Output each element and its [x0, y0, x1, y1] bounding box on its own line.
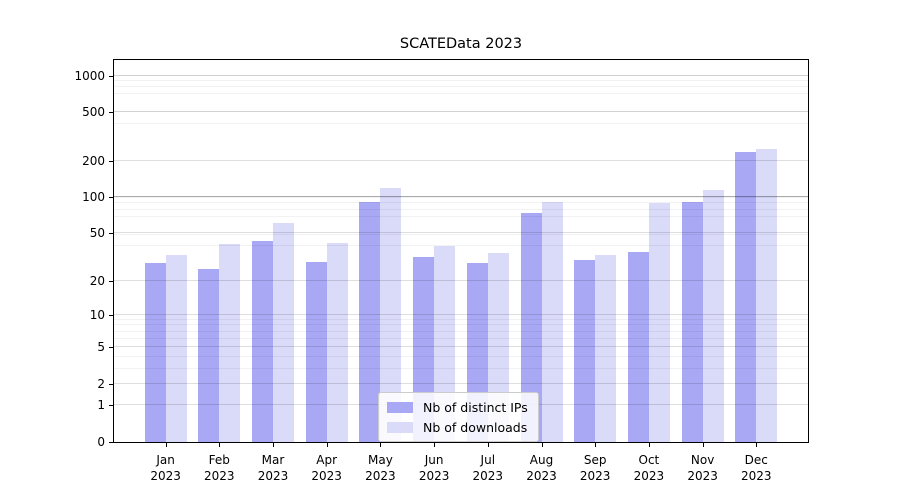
x-tick-label: Feb 2023	[204, 453, 235, 483]
bar-distinct-ips-may	[359, 201, 381, 442]
x-tickmark	[595, 443, 597, 447]
y-tickmark	[109, 383, 113, 385]
bar-downloads-sep	[595, 254, 617, 442]
y-tickmark	[109, 197, 113, 199]
x-tickmark	[165, 443, 167, 447]
y-tickmark	[109, 112, 113, 114]
legend-swatch-downloads	[387, 421, 413, 433]
bar-distinct-ips-jan	[144, 263, 166, 442]
y-tick-label: 20	[89, 273, 105, 288]
x-tickmark	[326, 443, 328, 447]
x-tick-label: Dec 2023	[741, 453, 772, 483]
legend-label-distinct-ips: Nb of distinct IPs	[423, 399, 528, 415]
legend-item-downloads: Nb of downloads	[387, 417, 528, 437]
bar-distinct-ips-nov	[681, 202, 703, 442]
y-tickmark	[109, 75, 113, 77]
legend-swatch-distinct-ips	[387, 401, 413, 413]
y-tick-label: 1000	[74, 68, 105, 83]
x-tickmark	[273, 443, 274, 447]
x-tick-label: Mar 2023	[257, 453, 289, 483]
y-tick-label: 2	[97, 376, 105, 391]
legend-item-distinct-ips: Nb of distinct IPs	[387, 397, 528, 417]
x-tickmark	[487, 443, 489, 447]
bar-downloads-dec	[756, 148, 778, 442]
bar-downloads-mar	[273, 223, 294, 442]
x-tickmark	[648, 443, 650, 447]
bar-distinct-ips-oct	[627, 251, 649, 442]
bar-downloads-jan	[165, 254, 187, 442]
bar-downloads-apr	[326, 242, 348, 442]
y-tick-label: 10	[89, 307, 105, 322]
plot-area: Nb of distinct IPs Nb of downloads	[113, 59, 809, 443]
x-tickmark	[434, 443, 436, 447]
bar-distinct-ips-sep	[574, 259, 596, 442]
y-tick-label: 5	[97, 339, 105, 354]
y-tickmark	[109, 346, 113, 348]
bar-downloads-oct	[648, 202, 670, 442]
chart-title: SCATEData 2023	[399, 36, 523, 52]
x-tick-label: Sep 2023	[579, 453, 611, 483]
y-tickmark	[109, 442, 113, 443]
bar-distinct-ips-feb	[198, 269, 220, 442]
y-tick-label: 1	[97, 398, 105, 413]
y-tick-label: 0	[97, 435, 105, 449]
x-tick-label: Jan 2023	[150, 453, 181, 483]
x-tick-label: Nov 2023	[687, 453, 718, 483]
x-tick-label: Apr 2023	[311, 453, 342, 483]
y-tick-label: 100	[82, 190, 105, 205]
bar-downloads-aug	[541, 202, 563, 442]
y-tickmark	[109, 233, 113, 235]
y-tickmark	[109, 160, 113, 162]
y-tick-label: 500	[82, 105, 105, 120]
bar-distinct-ips-apr	[305, 261, 327, 442]
legend-label-downloads: Nb of downloads	[423, 419, 528, 435]
bar-downloads-feb	[219, 243, 241, 442]
x-tickmark	[219, 443, 221, 447]
x-tickmark	[541, 443, 543, 447]
x-tickmark	[702, 443, 704, 447]
x-axis: Jan 2023 Feb 2023 Mar 2023 Apr 2023 May 2023 Jun 20…	[113, 443, 809, 498]
bar-downloads-nov	[702, 189, 724, 442]
bar-downloads-may	[380, 188, 402, 442]
x-tick-label: Oct 2023	[633, 453, 665, 483]
bar-distinct-ips-dec	[735, 152, 757, 442]
x-tickmark	[380, 443, 382, 447]
y-tickmark	[109, 405, 113, 407]
y-tick-label: 200	[82, 153, 105, 168]
bar-distinct-ips-mar	[252, 241, 273, 442]
y-axis: 1000 500 200 100 50 20 10 5 2 1 0	[0, 59, 113, 449]
x-tick-label: Jul 2023	[472, 453, 504, 483]
x-tick-label: May 2023	[365, 453, 396, 483]
bar-distinct-ips-aug	[520, 212, 542, 442]
legend: Nb of distinct IPs Nb of downloads	[378, 392, 539, 442]
y-tick-label: 50	[89, 226, 105, 241]
x-tickmark	[756, 443, 758, 447]
y-tickmark	[109, 314, 113, 316]
y-tickmark	[109, 280, 113, 282]
x-tick-label: Jun 2023	[418, 453, 450, 483]
bars-layer	[114, 60, 808, 442]
x-tick-label: Aug 2023	[526, 453, 557, 483]
